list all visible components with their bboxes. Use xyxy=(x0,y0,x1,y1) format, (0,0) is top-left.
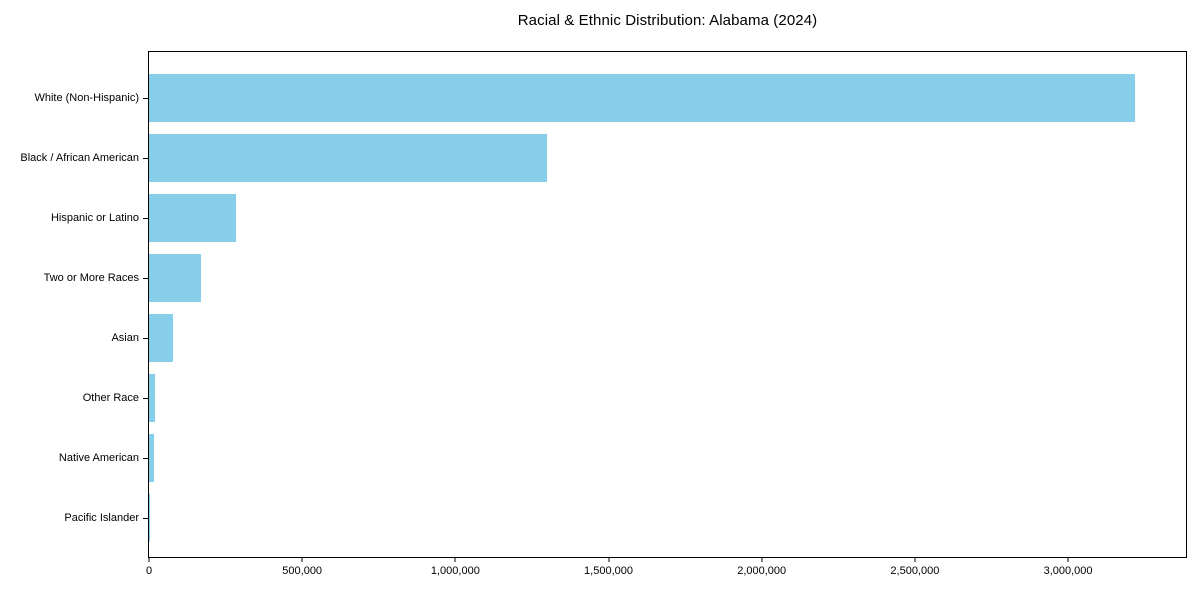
bar-row-native-american xyxy=(143,428,1186,488)
y-axis-tick xyxy=(143,398,148,399)
y-tick-label-other-race: Other Race xyxy=(82,392,139,404)
x-axis-tick xyxy=(148,558,150,562)
y-axis-tick xyxy=(143,158,148,159)
x-tick-label: 3,000,000 xyxy=(1043,565,1093,577)
bar-row-other-race xyxy=(143,368,1186,428)
y-axis-tick xyxy=(143,278,148,279)
x-tick-label: 0 xyxy=(145,565,153,577)
bar-pacific-islander xyxy=(149,494,150,542)
plot-area xyxy=(143,51,1187,558)
y-axis-tick xyxy=(143,218,148,219)
x-tick-label: 500,000 xyxy=(282,565,323,577)
y-tick-label-asian: Asian xyxy=(111,332,139,344)
x-axis-tick xyxy=(301,558,303,562)
x-axis-tick xyxy=(454,558,456,562)
bar-two-or-more-races xyxy=(149,254,202,302)
bar-row-asian xyxy=(143,308,1186,368)
x-axis-tick xyxy=(1067,558,1069,562)
x-axis-ticks: 0 500,000 1,000,000 1,500,000 2,000,000 2,500… xyxy=(145,558,1186,590)
x-axis-tick xyxy=(761,558,763,562)
bar-row-hispanic-or-latino xyxy=(143,188,1186,248)
y-axis-tick xyxy=(143,98,148,99)
x-tick-label: 2,000,000 xyxy=(737,565,787,577)
y-tick-label-native-american: Native American xyxy=(58,452,139,464)
bar-black-african-american xyxy=(149,134,548,182)
y-tick-label-pacific-islander: Pacific Islander xyxy=(64,512,139,524)
bar-hispanic-or-latino xyxy=(149,194,237,242)
bar-row-black-african-american xyxy=(143,128,1186,188)
bar-row-white-non-hispanic xyxy=(143,68,1186,128)
x-tick-label: 1,000,000 xyxy=(430,565,480,577)
y-tick-label-hispanic-or-latino: Hispanic or Latino xyxy=(50,212,139,224)
x-axis-tick xyxy=(914,558,916,562)
bar-other-race xyxy=(149,374,156,422)
y-axis-tick xyxy=(143,518,148,519)
x-axis-tick xyxy=(608,558,610,562)
bar-white-non-hispanic xyxy=(149,74,1136,122)
y-tick-label-white-non-hispanic: White (Non-Hispanic) xyxy=(34,92,139,104)
y-axis-tick xyxy=(143,338,148,339)
y-axis-tick xyxy=(143,458,148,459)
x-tick-label: 2,500,000 xyxy=(890,565,940,577)
y-tick-label-black-african-american: Black / African American xyxy=(20,152,139,164)
bar-row-two-or-more-races xyxy=(143,248,1186,308)
chart-title: Racial & Ethnic Distribution: Alabama (2… xyxy=(517,12,818,29)
y-axis-labels: White (Non-Hispanic) Black / African Amer… xyxy=(0,52,139,557)
bar-asian xyxy=(149,314,173,362)
bars-container xyxy=(143,52,1186,557)
y-tick-label-two-or-more-races: Two or More Races xyxy=(43,272,139,284)
bar-row-pacific-islander xyxy=(143,488,1186,548)
bar-native-american xyxy=(149,434,154,482)
x-tick-label: 1,500,000 xyxy=(584,565,633,577)
